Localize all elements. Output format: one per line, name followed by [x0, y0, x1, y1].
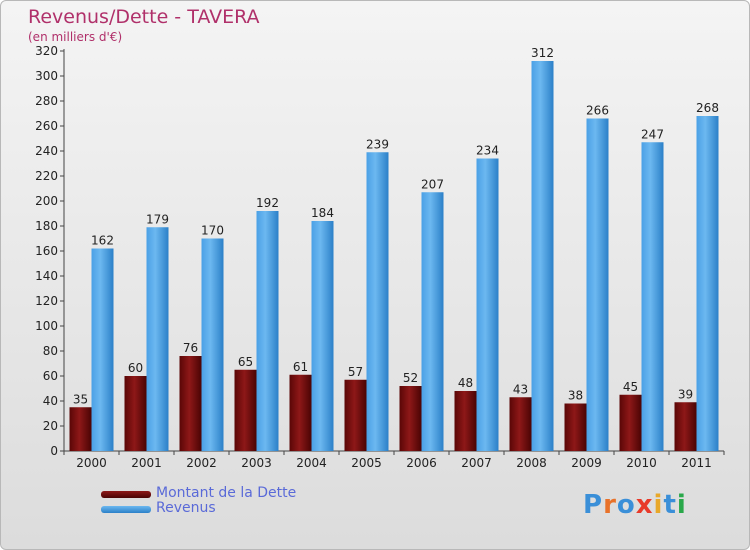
legend-swatch-revenus	[101, 506, 151, 513]
value-label-revenus: 170	[201, 224, 224, 238]
value-label-debt: 38	[568, 389, 583, 403]
logo-letter: i	[653, 490, 664, 520]
y-tick-label: 160	[35, 244, 58, 258]
logo-letter: x	[635, 490, 654, 520]
value-label-debt: 39	[678, 387, 693, 401]
value-label-revenus: 234	[476, 144, 499, 158]
value-label-debt: 61	[293, 360, 308, 374]
x-tick-label: 2007	[461, 456, 492, 470]
bar-debt	[674, 402, 697, 451]
x-tick-label: 2010	[626, 456, 657, 470]
x-tick-label: 2003	[241, 456, 272, 470]
value-label-revenus: 179	[146, 212, 169, 226]
value-label-debt: 52	[403, 371, 418, 385]
value-label-debt: 60	[128, 361, 143, 375]
value-label-revenus: 239	[366, 137, 389, 151]
x-tick-label: 2006	[406, 456, 437, 470]
value-label-revenus: 247	[641, 127, 664, 141]
logo-letter: i	[676, 490, 687, 520]
value-label-debt: 65	[238, 355, 253, 369]
logo-letter: P	[583, 490, 604, 520]
bar-debt	[344, 379, 367, 451]
x-tick-label: 2009	[571, 456, 602, 470]
x-tick-label: 2004	[296, 456, 327, 470]
legend-swatch-debt	[101, 491, 151, 498]
legend-label-debt: Montant de la Dette	[156, 485, 297, 501]
bar-debt	[454, 391, 477, 451]
x-tick-label: 2002	[186, 456, 217, 470]
value-label-debt: 43	[513, 382, 528, 396]
value-label-revenus: 312	[531, 46, 554, 60]
bar-revenus	[146, 227, 169, 451]
x-tick-label: 2011	[681, 456, 712, 470]
value-label-debt: 45	[623, 380, 638, 394]
y-tick-label: 40	[43, 394, 58, 408]
y-tick-label: 60	[43, 369, 58, 383]
y-tick-label: 260	[35, 119, 58, 133]
bar-revenus	[641, 142, 664, 451]
bar-debt	[509, 397, 532, 451]
bar-revenus	[366, 152, 389, 451]
logo-letter: o	[616, 490, 636, 520]
x-tick-label: 2008	[516, 456, 547, 470]
y-tick-label: 140	[35, 269, 58, 283]
y-tick-label: 240	[35, 144, 58, 158]
bar-debt	[179, 356, 202, 451]
value-label-revenus: 192	[256, 196, 279, 210]
chart-subtitle: (en milliers d'€)	[28, 30, 123, 44]
bar-revenus	[421, 192, 444, 451]
y-tick-label: 300	[35, 69, 58, 83]
bar-debt	[399, 386, 422, 451]
logo-letter: t	[663, 490, 677, 520]
x-tick-label: 2005	[351, 456, 382, 470]
logo-letter: r	[603, 490, 617, 520]
bar-debt	[69, 407, 92, 451]
bar-revenus	[476, 158, 499, 451]
legend-label-revenus: Revenus	[156, 500, 216, 516]
bar-revenus	[91, 248, 114, 451]
bar-debt	[619, 394, 642, 451]
y-tick-label: 320	[35, 44, 58, 58]
y-tick-label: 80	[43, 344, 58, 358]
value-label-debt: 76	[183, 341, 198, 355]
bar-revenus	[531, 61, 554, 451]
y-tick-label: 20	[43, 419, 58, 433]
bar-debt	[564, 403, 587, 451]
value-label-debt: 48	[458, 376, 473, 390]
y-tick-label: 200	[35, 194, 58, 208]
y-tick-label: 120	[35, 294, 58, 308]
bar-revenus	[311, 221, 334, 451]
value-label-revenus: 162	[91, 234, 114, 248]
x-tick-label: 2000	[76, 456, 107, 470]
x-tick-label: 2001	[131, 456, 162, 470]
bar-revenus	[586, 118, 609, 451]
bar-revenus	[256, 211, 279, 451]
value-label-debt: 35	[73, 392, 88, 406]
value-label-revenus: 268	[696, 101, 719, 115]
y-tick-label: 100	[35, 319, 58, 333]
y-tick-label: 0	[50, 444, 58, 458]
y-tick-label: 180	[35, 219, 58, 233]
value-label-debt: 57	[348, 365, 363, 379]
value-label-revenus: 207	[421, 177, 444, 191]
bar-revenus	[201, 238, 224, 451]
proxiti-logo: Proxiti	[583, 490, 687, 520]
bar-revenus	[696, 116, 719, 451]
bar-debt	[234, 369, 257, 451]
value-label-revenus: 266	[586, 104, 609, 118]
bar-debt	[124, 376, 147, 451]
value-label-revenus: 184	[311, 206, 334, 220]
y-tick-label: 220	[35, 169, 58, 183]
chart-title: Revenus/Dette - TAVERA	[28, 6, 260, 28]
y-tick-label: 280	[35, 94, 58, 108]
bar-debt	[289, 374, 312, 451]
